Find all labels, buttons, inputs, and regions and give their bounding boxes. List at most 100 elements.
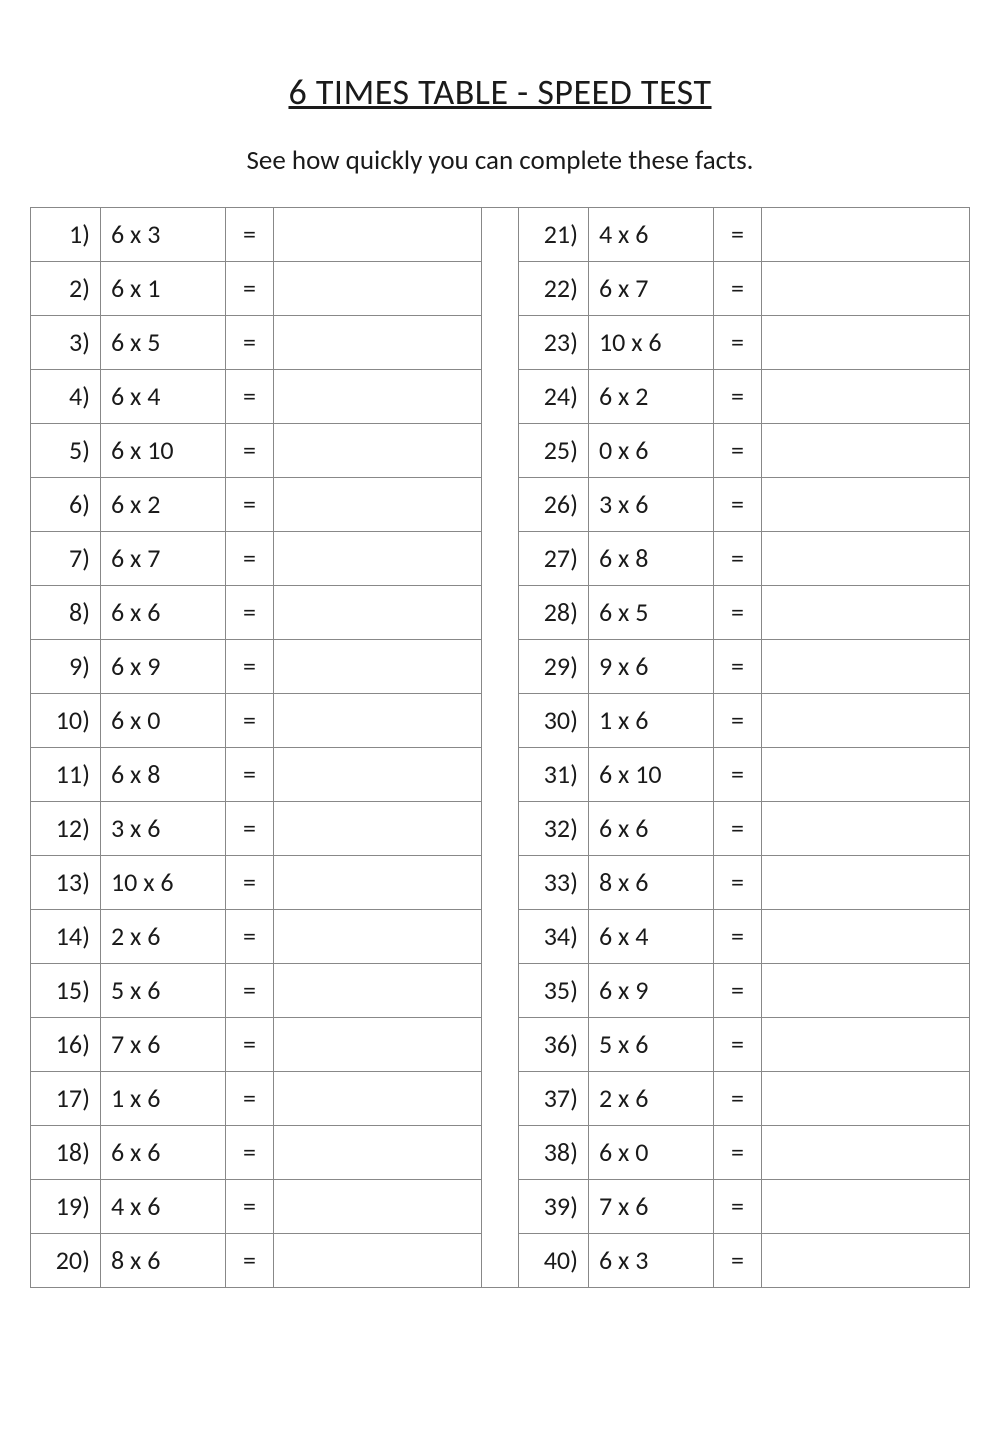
table-row: 29)9 x 6= xyxy=(519,640,970,694)
answer-cell[interactable] xyxy=(762,640,970,694)
answer-cell[interactable] xyxy=(274,856,482,910)
answer-cell[interactable] xyxy=(274,1234,482,1288)
equals-sign: = xyxy=(714,478,762,532)
answer-cell[interactable] xyxy=(762,694,970,748)
question-number: 30) xyxy=(519,694,589,748)
answer-cell[interactable] xyxy=(274,478,482,532)
question-number: 37) xyxy=(519,1072,589,1126)
table-row: 10)6 x 0= xyxy=(31,694,482,748)
question-problem: 5 x 6 xyxy=(101,964,226,1018)
table-row: 33)8 x 6= xyxy=(519,856,970,910)
answer-cell[interactable] xyxy=(274,586,482,640)
answer-cell[interactable] xyxy=(274,1126,482,1180)
right-table: 21)4 x 6=22)6 x 7=23)10 x 6=24)6 x 2=25)… xyxy=(518,207,970,1288)
table-row: 18)6 x 6= xyxy=(31,1126,482,1180)
table-row: 23)10 x 6= xyxy=(519,316,970,370)
equals-sign: = xyxy=(226,856,274,910)
question-problem: 3 x 6 xyxy=(101,802,226,856)
question-problem: 6 x 4 xyxy=(101,370,226,424)
equals-sign: = xyxy=(226,316,274,370)
answer-cell[interactable] xyxy=(274,802,482,856)
answer-cell[interactable] xyxy=(762,856,970,910)
question-number: 10) xyxy=(31,694,101,748)
answer-cell[interactable] xyxy=(274,424,482,478)
answer-cell[interactable] xyxy=(274,640,482,694)
answer-cell[interactable] xyxy=(762,1126,970,1180)
table-row: 3)6 x 5= xyxy=(31,316,482,370)
table-row: 40)6 x 3= xyxy=(519,1234,970,1288)
question-problem: 6 x 7 xyxy=(101,532,226,586)
answer-cell[interactable] xyxy=(762,1234,970,1288)
question-problem: 6 x 9 xyxy=(101,640,226,694)
question-number: 34) xyxy=(519,910,589,964)
answer-cell[interactable] xyxy=(274,532,482,586)
answer-cell[interactable] xyxy=(762,964,970,1018)
table-row: 31)6 x 10= xyxy=(519,748,970,802)
answer-cell[interactable] xyxy=(274,208,482,262)
question-number: 13) xyxy=(31,856,101,910)
answer-cell[interactable] xyxy=(762,1018,970,1072)
table-row: 27)6 x 8= xyxy=(519,532,970,586)
table-row: 6)6 x 2= xyxy=(31,478,482,532)
question-problem: 6 x 10 xyxy=(589,748,714,802)
equals-sign: = xyxy=(226,748,274,802)
equals-sign: = xyxy=(714,532,762,586)
equals-sign: = xyxy=(714,370,762,424)
answer-cell[interactable] xyxy=(762,1180,970,1234)
question-number: 14) xyxy=(31,910,101,964)
answer-cell[interactable] xyxy=(762,802,970,856)
table-row: 35)6 x 9= xyxy=(519,964,970,1018)
answer-cell[interactable] xyxy=(274,748,482,802)
answer-cell[interactable] xyxy=(274,316,482,370)
answer-cell[interactable] xyxy=(274,262,482,316)
question-problem: 8 x 6 xyxy=(101,1234,226,1288)
question-number: 39) xyxy=(519,1180,589,1234)
answer-cell[interactable] xyxy=(762,748,970,802)
question-problem: 6 x 8 xyxy=(101,748,226,802)
table-row: 30)1 x 6= xyxy=(519,694,970,748)
table-row: 21)4 x 6= xyxy=(519,208,970,262)
question-problem: 5 x 6 xyxy=(589,1018,714,1072)
equals-sign: = xyxy=(714,316,762,370)
answer-cell[interactable] xyxy=(274,1072,482,1126)
answer-cell[interactable] xyxy=(762,586,970,640)
answer-cell[interactable] xyxy=(274,910,482,964)
answer-cell[interactable] xyxy=(274,370,482,424)
answer-cell[interactable] xyxy=(762,262,970,316)
answer-cell[interactable] xyxy=(762,208,970,262)
question-problem: 6 x 10 xyxy=(101,424,226,478)
answer-cell[interactable] xyxy=(762,1072,970,1126)
question-number: 36) xyxy=(519,1018,589,1072)
question-problem: 4 x 6 xyxy=(589,208,714,262)
answer-cell[interactable] xyxy=(762,532,970,586)
table-row: 38)6 x 0= xyxy=(519,1126,970,1180)
answer-cell[interactable] xyxy=(274,694,482,748)
answer-cell[interactable] xyxy=(762,910,970,964)
answer-cell[interactable] xyxy=(274,1018,482,1072)
equals-sign: = xyxy=(226,1072,274,1126)
question-number: 25) xyxy=(519,424,589,478)
question-number: 1) xyxy=(31,208,101,262)
question-number: 21) xyxy=(519,208,589,262)
question-problem: 10 x 6 xyxy=(101,856,226,910)
question-number: 18) xyxy=(31,1126,101,1180)
question-number: 4) xyxy=(31,370,101,424)
answer-cell[interactable] xyxy=(274,1180,482,1234)
question-number: 16) xyxy=(31,1018,101,1072)
question-problem: 1 x 6 xyxy=(101,1072,226,1126)
question-problem: 9 x 6 xyxy=(589,640,714,694)
answer-cell[interactable] xyxy=(762,316,970,370)
answer-cell[interactable] xyxy=(762,478,970,532)
table-row: 1)6 x 3= xyxy=(31,208,482,262)
table-row: 25)0 x 6= xyxy=(519,424,970,478)
answer-cell[interactable] xyxy=(762,424,970,478)
answer-cell[interactable] xyxy=(762,370,970,424)
answer-cell[interactable] xyxy=(274,964,482,1018)
page-subtitle: See how quickly you can complete these f… xyxy=(30,144,970,177)
table-row: 15)5 x 6= xyxy=(31,964,482,1018)
question-problem: 1 x 6 xyxy=(589,694,714,748)
equals-sign: = xyxy=(714,1180,762,1234)
question-number: 28) xyxy=(519,586,589,640)
question-number: 38) xyxy=(519,1126,589,1180)
table-row: 36)5 x 6= xyxy=(519,1018,970,1072)
